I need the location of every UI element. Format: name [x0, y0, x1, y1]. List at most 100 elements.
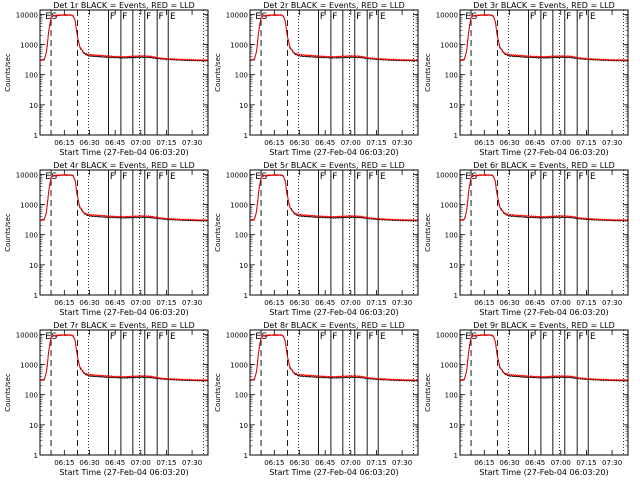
x-tick-label: 07:00 — [131, 139, 151, 147]
x-tick-label: 07:30 — [182, 299, 202, 307]
y-axis-label: Counts/sec — [4, 53, 12, 92]
segment-label: E — [170, 12, 176, 22]
segment-label: E — [590, 12, 596, 22]
x-axis-label: Start Time (27-Feb-04 06:03:20) — [479, 148, 608, 157]
y-tick-label: 1000 — [230, 42, 248, 50]
segment-label: F — [530, 12, 535, 22]
segment-label: F — [332, 12, 337, 22]
panel-title: Det 2r BLACK = Events, RED = LLD — [263, 1, 405, 10]
y-tick-label: 100 — [445, 72, 458, 80]
segment-label: S — [471, 172, 477, 182]
plot-frame — [459, 169, 629, 296]
x-axis-label: Start Time (27-Feb-04 06:03:20) — [59, 468, 188, 477]
segment-label: E — [170, 172, 176, 182]
segment-label: S — [261, 332, 267, 342]
x-tick-label: 07:00 — [551, 299, 571, 307]
x-tick-label: 06:30 — [79, 299, 99, 307]
plot-frame — [39, 9, 209, 136]
lld-series-line — [39, 173, 209, 222]
y-tick-label: 100 — [235, 392, 248, 400]
x-tick-label: 06:30 — [499, 299, 519, 307]
y-tick-label: 10000 — [16, 331, 38, 339]
segment-label: F — [320, 172, 325, 182]
segment-label: E — [465, 332, 471, 342]
x-axis-label: Start Time (27-Feb-04 06:03:20) — [479, 468, 608, 477]
x-tick-label: 06:30 — [289, 139, 309, 147]
y-tick-label: 1 — [244, 292, 248, 300]
segment-label: F — [578, 12, 583, 22]
plot-frame — [249, 329, 419, 456]
y-tick-label: 1000 — [20, 42, 38, 50]
segment-label: F — [542, 172, 547, 182]
y-tick-label: 1000 — [20, 362, 38, 370]
y-tick-label: 10000 — [226, 11, 248, 19]
plot-frame — [249, 169, 419, 296]
y-tick-label: 1000 — [230, 362, 248, 370]
x-tick-label: 07:15 — [576, 299, 596, 307]
lld-series-line — [459, 13, 629, 62]
segment-label: F — [332, 332, 337, 342]
x-axis-label: Start Time (27-Feb-04 06:03:20) — [59, 148, 188, 157]
segment-label: F — [356, 332, 361, 342]
x-tick-label: 07:15 — [156, 459, 176, 467]
x-tick-label: 07:30 — [602, 459, 622, 467]
lld-series-line — [459, 333, 629, 382]
y-tick-label: 10 — [29, 262, 38, 270]
lld-series-line — [249, 333, 419, 382]
segment-label: F — [158, 172, 163, 182]
lld-series-line — [459, 173, 629, 222]
panel-det-7: Det 7r BLACK = Events, RED = LLD Counts/s… — [4, 321, 209, 477]
y-tick-label: 10 — [239, 262, 248, 270]
x-tick-label: 06:30 — [79, 459, 99, 467]
lld-series-line — [249, 173, 419, 222]
y-tick-label: 10000 — [226, 171, 248, 179]
segment-label: E — [255, 172, 261, 182]
segment-label: F — [320, 12, 325, 22]
segment-label: F — [530, 332, 535, 342]
segment-label: E — [45, 12, 51, 22]
y-tick-label: 10 — [449, 422, 458, 430]
segment-label: F — [368, 12, 373, 22]
y-tick-label: 10000 — [436, 331, 458, 339]
x-tick-label: 06:15 — [474, 139, 494, 147]
x-tick-label: 06:45 — [525, 139, 545, 147]
plot-frame — [249, 9, 419, 136]
segment-label: E — [380, 172, 386, 182]
x-tick-label: 07:30 — [392, 139, 412, 147]
segment-label: F — [110, 332, 115, 342]
plot-frame — [459, 329, 629, 456]
segment-label: F — [158, 332, 163, 342]
x-tick-label: 07:30 — [602, 139, 622, 147]
y-tick-label: 10 — [29, 102, 38, 110]
segment-label: F — [356, 172, 361, 182]
segment-label: F — [122, 12, 127, 22]
x-tick-label: 06:15 — [54, 139, 74, 147]
plot-frame — [39, 329, 209, 456]
segment-label: S — [51, 332, 57, 342]
segment-label: F — [368, 332, 373, 342]
x-tick-label: 07:15 — [156, 139, 176, 147]
segment-label: S — [471, 332, 477, 342]
x-tick-label: 07:15 — [366, 139, 386, 147]
y-axis-label: Counts/sec — [214, 53, 222, 92]
segment-label: F — [332, 172, 337, 182]
x-tick-label: 07:15 — [366, 299, 386, 307]
plot-frame — [459, 9, 629, 136]
y-axis-label: Counts/sec — [424, 213, 432, 252]
x-tick-label: 07:00 — [131, 459, 151, 467]
panel-title: Det 9r BLACK = Events, RED = LLD — [473, 321, 615, 330]
y-tick-label: 10000 — [16, 171, 38, 179]
segment-label: F — [578, 172, 583, 182]
x-tick-label: 07:00 — [341, 139, 361, 147]
segment-label: E — [465, 12, 471, 22]
x-tick-label: 06:15 — [474, 299, 494, 307]
y-axis-label: Counts/sec — [214, 213, 222, 252]
y-tick-label: 100 — [445, 232, 458, 240]
y-tick-label: 10 — [239, 422, 248, 430]
y-axis-label: Counts/sec — [4, 213, 12, 252]
segment-label: F — [566, 172, 571, 182]
x-axis-label: Start Time (27-Feb-04 06:03:20) — [269, 468, 398, 477]
x-tick-label: 06:45 — [525, 299, 545, 307]
y-tick-label: 10000 — [436, 11, 458, 19]
y-axis-label: Counts/sec — [214, 373, 222, 412]
